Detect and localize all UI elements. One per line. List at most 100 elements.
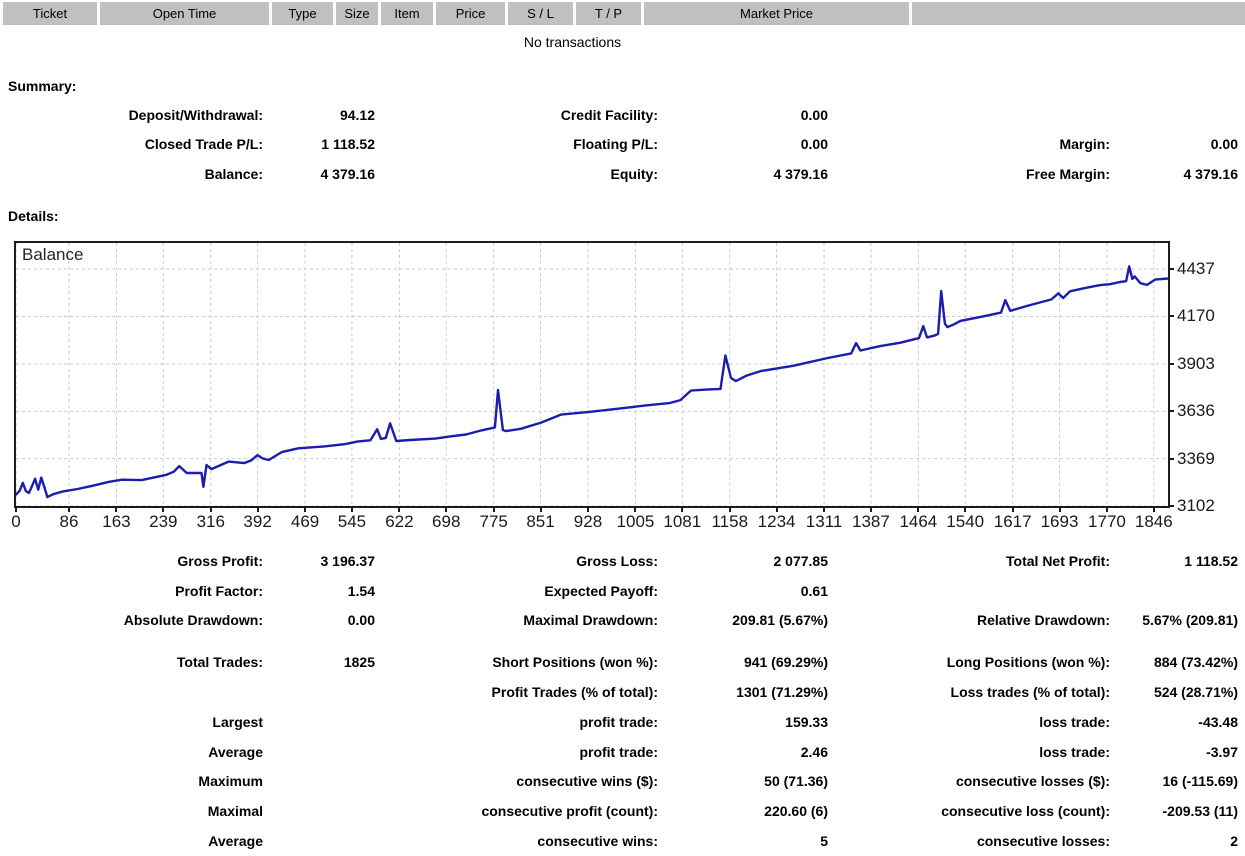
summary-section-title: Summary: bbox=[8, 78, 77, 94]
stat-label: Absolute Drawdown: bbox=[123, 612, 263, 629]
x-axis-tick-mark bbox=[775, 508, 778, 512]
stat-label: Free Margin: bbox=[1025, 165, 1110, 182]
stat-row: Largest profit trade: 159.33 loss trade: -43… bbox=[0, 707, 1238, 737]
y-axis-tick-mark bbox=[1168, 315, 1174, 318]
stat-value: 2.46 bbox=[800, 743, 828, 760]
x-axis-tick-label: 1693 bbox=[1040, 512, 1079, 531]
stat-label: Loss trades (% of total): bbox=[950, 684, 1110, 701]
x-axis-tick-label: 163 bbox=[102, 512, 131, 531]
stat-label: Profit Trades (% of total): bbox=[491, 684, 658, 701]
stat-value: 2 bbox=[1230, 833, 1238, 850]
stat-value: 4 379.16 bbox=[773, 165, 829, 182]
x-axis-tick-label: 239 bbox=[149, 512, 178, 531]
y-axis-tick-label: 3102 bbox=[1177, 496, 1215, 515]
stat-value: 0.00 bbox=[347, 612, 375, 629]
x-axis-tick-label: 1464 bbox=[899, 512, 938, 531]
y-axis-tick-mark bbox=[1168, 268, 1174, 271]
stat-value: -3.97 bbox=[1206, 743, 1238, 760]
stat-value: 1825 bbox=[343, 654, 375, 671]
x-axis-tick-label: 1005 bbox=[616, 512, 655, 531]
stat-row: Deposit/Withdrawal: 94.12 Credit Facility:… bbox=[0, 100, 1238, 130]
stat-label: Maximal Drawdown: bbox=[523, 612, 658, 629]
column-header-item: Item bbox=[381, 2, 433, 25]
balance-chart: Balance bbox=[14, 241, 1170, 508]
x-axis-tick-mark bbox=[256, 508, 259, 512]
x-axis-tick-mark bbox=[445, 508, 448, 512]
y-axis-tick-mark bbox=[1168, 457, 1174, 460]
x-axis-tick-label: 1158 bbox=[711, 512, 749, 531]
x-axis-tick-mark bbox=[350, 508, 353, 512]
x-axis-tick-mark bbox=[917, 508, 920, 512]
x-axis-tick-mark bbox=[728, 508, 731, 512]
stat-label: consecutive wins ($): bbox=[516, 773, 658, 790]
column-header-filler bbox=[912, 2, 1245, 25]
x-axis-tick-mark bbox=[634, 508, 637, 512]
stat-label: Maximum bbox=[198, 773, 263, 790]
x-axis-tick-label: 1846 bbox=[1134, 512, 1173, 531]
x-axis-tick-label: 1540 bbox=[946, 512, 985, 531]
stat-value: 5 bbox=[820, 833, 828, 850]
no-transactions-message: No transactions bbox=[523, 34, 622, 50]
stat-value: 0.00 bbox=[800, 106, 828, 123]
x-axis-tick-label: 1770 bbox=[1088, 512, 1126, 531]
stat-value: 0.00 bbox=[1210, 136, 1238, 153]
x-axis-tick-label: 928 bbox=[573, 512, 603, 531]
stat-value: 0.00 bbox=[800, 136, 828, 153]
stat-label: Maximal bbox=[207, 803, 263, 820]
x-axis-tick-label: 86 bbox=[59, 512, 79, 531]
stat-value: 1 118.52 bbox=[321, 136, 375, 153]
x-axis-tick-label: 545 bbox=[337, 512, 367, 531]
details-section-title: Details: bbox=[8, 208, 59, 224]
balance-line bbox=[16, 265, 1168, 499]
stat-value: 1301 (71.29%) bbox=[736, 684, 828, 701]
stat-label: Average bbox=[208, 833, 263, 850]
stat-value: 4 379.16 bbox=[320, 165, 376, 182]
stat-value: 4 379.16 bbox=[1183, 165, 1239, 182]
x-axis-tick-label: 698 bbox=[432, 512, 461, 531]
stat-label: consecutive losses: bbox=[976, 833, 1110, 850]
x-axis-tick-mark bbox=[304, 508, 307, 512]
stat-label: profit trade: bbox=[579, 713, 658, 730]
stat-value: 220.60 (6) bbox=[764, 803, 828, 820]
stat-row: Closed Trade P/L: 1 118.52 Floating P/L: 0.… bbox=[0, 130, 1238, 160]
stat-label: Deposit/Withdrawal: bbox=[128, 106, 263, 123]
x-axis-tick-mark bbox=[68, 508, 70, 512]
x-axis-tick-label: 392 bbox=[243, 512, 272, 531]
x-axis-tick-label: 851 bbox=[526, 512, 555, 531]
x-axis-tick-mark bbox=[209, 508, 212, 512]
stat-label: Total Trades: bbox=[176, 654, 263, 671]
stat-label: Short Positions (won %): bbox=[492, 654, 658, 671]
chart-series-label: Balance bbox=[22, 245, 84, 264]
x-axis-tick-mark bbox=[869, 508, 872, 512]
stat-row: Maximum consecutive wins ($): 50 (71.36) co… bbox=[0, 767, 1238, 797]
stat-label: Expected Payoff: bbox=[544, 582, 658, 599]
stat-label: Closed Trade P/L: bbox=[144, 136, 263, 153]
stat-label: Credit Facility: bbox=[560, 106, 658, 123]
stat-label: consecutive wins: bbox=[537, 833, 658, 850]
x-axis-tick-label: 1387 bbox=[851, 512, 890, 531]
x-axis-tick-label: 1311 bbox=[805, 512, 843, 531]
y-axis-tick-label: 3903 bbox=[1177, 353, 1215, 373]
stat-label: consecutive profit (count): bbox=[481, 803, 658, 820]
x-axis-tick-mark bbox=[539, 508, 542, 512]
stat-value: 2 077.85 bbox=[773, 552, 829, 569]
stat-value: 50 (71.36) bbox=[764, 773, 828, 790]
stat-row: Absolute Drawdown: 0.00 Maximal Drawdown: 2… bbox=[0, 606, 1238, 636]
x-axis-tick-label: 469 bbox=[290, 512, 320, 531]
summary-grid: Deposit/Withdrawal: 94.12 Credit Facility:… bbox=[0, 100, 1238, 189]
stat-row: Profit Trades (% of total): 1301 (71.29%)… bbox=[0, 677, 1238, 707]
stat-label: Largest bbox=[212, 713, 263, 730]
x-axis-tick-mark bbox=[1011, 508, 1014, 512]
stat-value: 884 (73.42%) bbox=[1153, 654, 1238, 671]
balance-chart-plot bbox=[16, 243, 1168, 506]
x-axis-tick-mark bbox=[398, 508, 401, 512]
stat-label: consecutive losses ($): bbox=[955, 773, 1110, 790]
x-axis-tick-mark bbox=[964, 508, 967, 512]
x-axis-tick-mark bbox=[1105, 508, 1108, 512]
stat-row: Balance: 4 379.16 Equity: 4 379.16 Free Marg… bbox=[0, 159, 1238, 189]
stat-label: Profit Factor: bbox=[175, 582, 263, 599]
column-header-size: Size bbox=[336, 2, 378, 25]
stat-row: Maximal consecutive profit (count): 220.60… bbox=[0, 796, 1238, 826]
stat-value: 524 (28.71%) bbox=[1153, 684, 1238, 701]
